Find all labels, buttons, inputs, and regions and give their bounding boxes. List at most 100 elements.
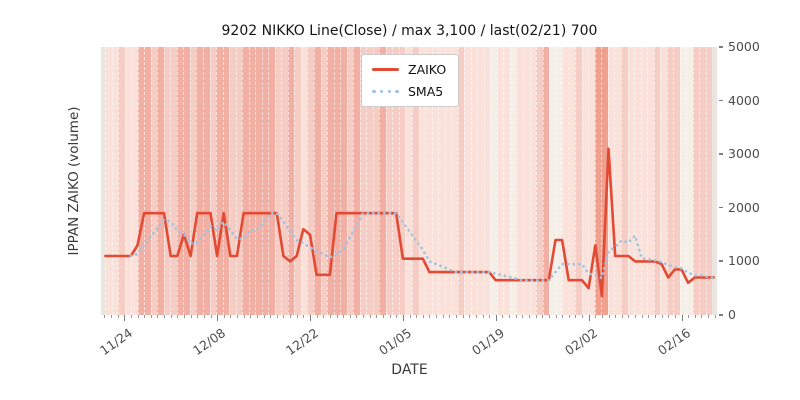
day-band: [144, 47, 151, 315]
x-minor-tick: [568, 315, 570, 318]
day-band: [105, 47, 112, 315]
heatmap-bands: [101, 47, 718, 315]
x-major-tick: [310, 315, 312, 321]
x-minor-tick: [548, 315, 550, 318]
day-band: [647, 47, 654, 315]
day-band: [692, 47, 700, 315]
day-band: [333, 47, 341, 315]
y-tick-mark: [719, 153, 723, 155]
day-band: [562, 47, 569, 315]
x-minor-tick: [203, 315, 205, 318]
x-minor-tick: [621, 315, 623, 318]
day-band: [157, 47, 164, 315]
day-band: [653, 47, 661, 315]
x-minor-tick: [329, 315, 331, 318]
day-band: [425, 47, 432, 315]
x-minor-tick: [661, 315, 663, 318]
day-band: [679, 47, 687, 315]
series-lines: [104, 147, 717, 298]
x-minor-tick: [562, 315, 564, 318]
day-band: [536, 47, 543, 315]
x-minor-tick: [389, 315, 391, 318]
x-minor-tick: [455, 315, 457, 318]
x-tick-label: 11/24: [97, 325, 136, 359]
legend-item-sma5: SMA5: [372, 84, 446, 99]
x-minor-tick: [183, 315, 185, 318]
x-minor-tick: [316, 315, 318, 318]
x-minor-tick: [243, 315, 245, 318]
day-band: [451, 47, 458, 315]
day-band: [575, 47, 582, 315]
day-band: [353, 47, 360, 315]
day-band: [287, 47, 295, 315]
x-minor-tick: [641, 315, 643, 318]
x-minor-tick: [522, 315, 524, 318]
day-band: [137, 47, 145, 315]
x-minor-tick: [130, 315, 132, 318]
x-minor-tick: [535, 315, 537, 318]
x-minor-tick: [515, 315, 517, 318]
x-minor-tick: [230, 315, 232, 318]
day-band: [509, 47, 517, 315]
x-minor-tick: [655, 315, 656, 318]
day-band: [705, 47, 713, 315]
x-minor-tick: [409, 315, 411, 318]
x-minor-tick: [628, 315, 630, 318]
x-minor-tick: [137, 315, 139, 318]
y-tick-mark: [719, 206, 723, 209]
day-band: [268, 47, 275, 315]
x-minor-tick: [363, 315, 365, 318]
x-major-tick: [681, 315, 683, 321]
x-tick-label: 02/16: [654, 325, 693, 359]
day-band: [300, 47, 308, 315]
day-band: [261, 47, 269, 315]
day-band: [418, 47, 426, 315]
x-minor-tick: [482, 315, 484, 318]
day-band: [673, 47, 680, 315]
day-band: [366, 47, 373, 315]
out-of-range-band: [712, 47, 718, 315]
day-band: [470, 47, 478, 315]
day-band: [588, 47, 595, 315]
day-band: [346, 47, 354, 315]
x-minor-tick: [283, 315, 285, 318]
y-tick-label: 5000: [728, 39, 760, 54]
day-band: [634, 47, 641, 315]
y-tick-label: 2000: [728, 199, 760, 215]
x-minor-tick: [164, 315, 165, 318]
legend-label-sma5: SMA5: [408, 84, 444, 99]
x-minor-tick: [177, 315, 179, 318]
x-minor-tick: [422, 315, 424, 318]
x-minor-tick: [303, 315, 305, 318]
x-minor-tick: [336, 315, 338, 318]
x-minor-tick: [648, 315, 650, 318]
x-minor-tick: [688, 315, 690, 318]
y-tick-label: 0: [728, 307, 736, 322]
x-minor-tick: [117, 315, 119, 318]
day-band: [516, 47, 523, 315]
sma5-line: [129, 211, 717, 282]
day-band: [314, 47, 321, 315]
x-minor-tick: [555, 315, 557, 318]
day-band: [581, 47, 589, 315]
day-band: [307, 47, 314, 315]
day-band: [163, 47, 171, 315]
zaiko-line-swatch: [372, 68, 399, 71]
x-tick-label: 01/19: [468, 325, 507, 359]
plot-area: ZAIKO SMA5: [101, 47, 718, 315]
x-minor-tick: [475, 315, 477, 318]
x-minor-tick: [323, 315, 325, 318]
day-band: [202, 47, 210, 315]
x-tick-label: 12/22: [283, 325, 322, 359]
x-minor-tick: [509, 315, 510, 318]
day-band: [594, 47, 602, 315]
day-band: [111, 47, 119, 315]
day-band: [398, 47, 406, 315]
day-band: [405, 47, 412, 315]
y-tick-label: 4000: [728, 92, 760, 108]
day-band: [216, 47, 223, 315]
day-band: [444, 47, 452, 315]
x-minor-tick: [263, 315, 265, 318]
y-tick-mark: [719, 46, 723, 48]
x-tick-label: 12/08: [190, 325, 229, 359]
